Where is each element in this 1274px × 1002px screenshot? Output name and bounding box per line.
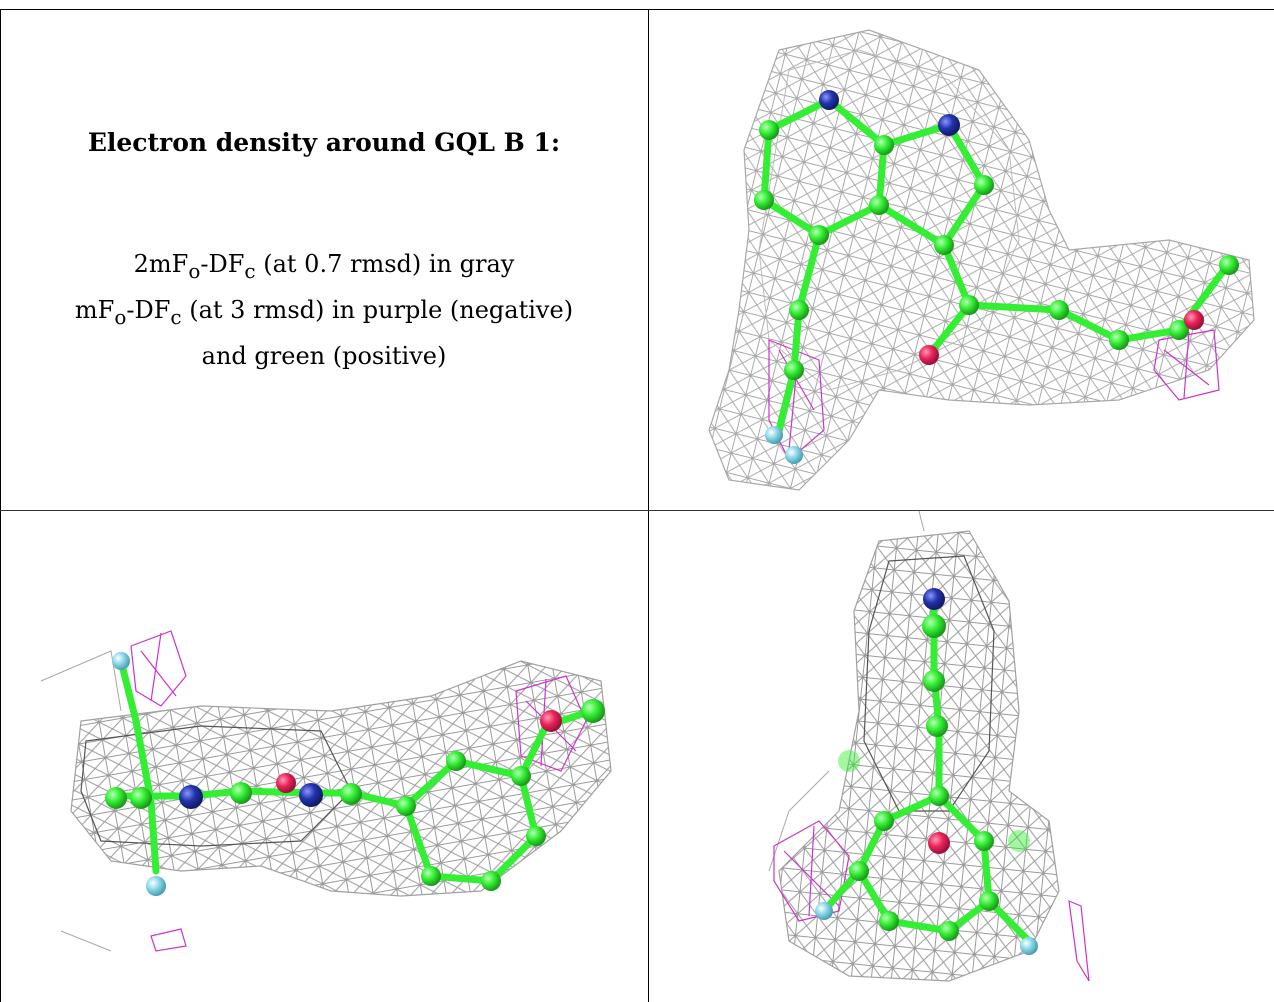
gray-density-mesh: [40, 650, 612, 952]
density-render-bottom-left: [40, 630, 612, 952]
table-divider-horizontal: [0, 510, 1274, 511]
caption-cell: Electron density around GQL B 1: 2mFo-DF…: [0, 0, 648, 510]
table-border-top: [0, 9, 1274, 10]
gray-density-mesh: [708, 29, 1255, 491]
ligand-atoms: [754, 90, 1239, 464]
legend-green-line: and green (positive): [201, 341, 447, 370]
density-panel-top-right: [649, 10, 1274, 510]
density-render-top-right: [708, 29, 1255, 491]
legend-gray-line: 2mFo-DFc (at 0.7 rmsd) in gray: [133, 250, 515, 283]
legend-purple-line: mFo-DFc (at 3 rmsd) in purple (negative): [74, 295, 574, 329]
caption-title: Electron density around GQL B 1:: [87, 128, 561, 157]
table-border-left: [0, 9, 1, 1002]
ligand-atoms: [815, 588, 1038, 955]
table-divider-vertical: [648, 9, 649, 1002]
gray-density-mesh: [768, 511, 1060, 982]
density-panel-bottom-left: [1, 511, 648, 1002]
ligand-atoms: [105, 652, 605, 896]
purple-density-mesh: [768, 329, 1220, 461]
caption-legend: 2mFo-DFc (at 0.7 rmsd) in gray mFo-DFc (…: [0, 245, 648, 376]
purple-density-mesh: [773, 820, 1090, 982]
density-render-bottom-right: [768, 511, 1090, 982]
density-panel-bottom-right: [649, 511, 1274, 1002]
